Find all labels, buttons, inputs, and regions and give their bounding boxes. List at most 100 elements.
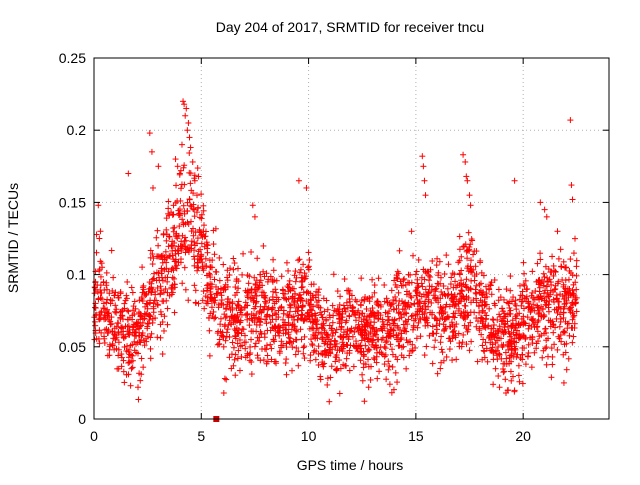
data-point (516, 378, 523, 385)
data-point (336, 301, 343, 308)
data-point (189, 225, 196, 232)
data-point (519, 380, 526, 387)
data-point (144, 323, 151, 330)
data-point (550, 262, 557, 269)
data-point (251, 305, 258, 312)
data-point (220, 390, 227, 397)
data-point (220, 343, 227, 350)
data-point (200, 207, 207, 214)
data-point (181, 264, 188, 271)
data-point (412, 271, 419, 278)
data-point (551, 299, 558, 306)
data-point (303, 273, 310, 280)
data-point (178, 185, 185, 192)
data-point (372, 312, 379, 319)
data-point (403, 365, 410, 372)
data-point (371, 356, 378, 363)
data-point (375, 275, 382, 282)
data-point (264, 327, 271, 334)
data-point (151, 297, 158, 304)
data-point (480, 318, 487, 325)
data-point (528, 364, 535, 371)
data-point (487, 347, 494, 354)
data-point (299, 283, 306, 290)
data-point (267, 273, 274, 280)
data-point (438, 288, 445, 295)
data-point (572, 299, 579, 306)
data-point (197, 214, 204, 221)
data-point (292, 268, 299, 275)
data-point (270, 256, 277, 263)
data-point (530, 301, 537, 308)
data-point (207, 274, 214, 281)
data-point (476, 281, 483, 288)
data-point (349, 333, 356, 340)
data-point (181, 162, 188, 169)
data-point (252, 340, 259, 347)
data-point (418, 280, 425, 287)
data-point (466, 192, 473, 199)
data-point (394, 334, 401, 341)
data-point (465, 229, 472, 236)
data-point (437, 274, 444, 281)
data-point (198, 232, 205, 239)
data-point (373, 299, 380, 306)
data-point (388, 389, 395, 396)
data-point (456, 257, 463, 264)
data-point (544, 274, 551, 281)
data-point (543, 283, 550, 290)
data-point (346, 298, 353, 305)
data-point (301, 276, 308, 283)
data-point (157, 291, 164, 298)
data-point (287, 302, 294, 309)
data-point (391, 317, 398, 324)
data-point (262, 298, 269, 305)
data-point (246, 273, 253, 280)
data-point (198, 256, 205, 263)
data-point (482, 322, 489, 329)
data-point (226, 354, 233, 361)
data-point (515, 372, 522, 379)
data-point (361, 335, 368, 342)
data-point (441, 326, 448, 333)
data-point (549, 361, 556, 368)
data-point (242, 299, 249, 306)
data-point (413, 335, 420, 342)
data-point (444, 285, 451, 292)
data-point (190, 253, 197, 260)
y-tick-label: 0.15 (59, 194, 86, 210)
data-point (479, 342, 486, 349)
data-point (191, 262, 198, 269)
data-point (512, 346, 519, 353)
data-point (239, 342, 246, 349)
data-point (297, 326, 304, 333)
data-point (168, 291, 175, 298)
data-point (520, 281, 527, 288)
data-point (555, 333, 562, 340)
data-point (533, 345, 540, 352)
data-point (497, 313, 504, 320)
data-point (125, 354, 132, 361)
data-point (398, 282, 405, 289)
data-point (133, 320, 140, 327)
data-point (392, 353, 399, 360)
data-point (500, 365, 507, 372)
data-point (527, 306, 534, 313)
data-point (434, 326, 441, 333)
data-point (188, 228, 195, 235)
data-point (224, 277, 231, 284)
data-point (445, 291, 452, 298)
data-point (154, 301, 161, 308)
data-point (260, 242, 267, 249)
data-point (398, 352, 405, 359)
data-point (232, 284, 239, 291)
data-point (414, 284, 421, 291)
data-point (194, 252, 201, 259)
x-axis-label: GPS time / hours (297, 457, 404, 473)
data-point (177, 167, 184, 174)
data-point (144, 305, 151, 312)
data-point (570, 281, 577, 288)
data-point (445, 261, 452, 268)
data-point (184, 207, 191, 214)
